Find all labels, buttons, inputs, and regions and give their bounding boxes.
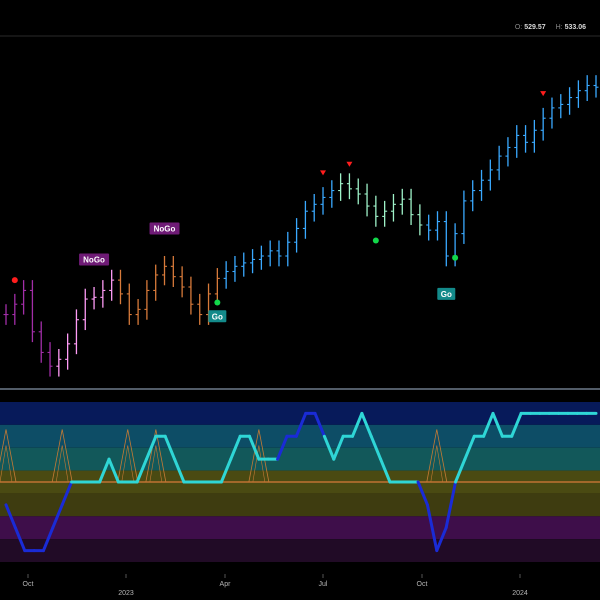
oscillator-line (482, 411, 495, 438)
oscillator-line (510, 411, 523, 438)
go-dot (372, 237, 379, 244)
squeeze-spike (149, 445, 163, 483)
go-dot (214, 299, 221, 306)
squeeze-spike (430, 445, 444, 483)
oscillator-band (0, 402, 600, 425)
axis-tick-label: Jul (319, 581, 328, 588)
squeeze-spike (248, 429, 270, 483)
go-dot (452, 254, 459, 261)
go-label-box (208, 310, 227, 323)
oscillator-band (0, 424, 600, 448)
oscillator-line (247, 434, 261, 461)
go-label: Go (212, 312, 223, 321)
oscillator-line (425, 503, 439, 553)
open-value: 529.57 (524, 24, 546, 31)
open-label: O: (514, 24, 523, 31)
oscillator-line (379, 457, 392, 484)
oscillator-line (41, 526, 55, 553)
oscillator-line (332, 434, 345, 461)
squeeze-spike (121, 445, 135, 483)
oscillator-line (463, 434, 476, 461)
axis-tick-label: Oct (417, 581, 428, 588)
axis-tick-label: 2024 (512, 590, 528, 597)
oscillator-line (98, 457, 111, 484)
squeeze-spike (0, 445, 13, 483)
squeeze-spike (51, 429, 73, 483)
oscillator-band (0, 539, 600, 562)
axis-tick-label: 2023 (118, 590, 134, 597)
axis-tick-label: Apr (220, 581, 232, 588)
squeeze-spike (0, 429, 17, 483)
nogo-label: NoGo (83, 255, 105, 264)
oscillator-line (13, 526, 27, 553)
oscillator-line (491, 411, 504, 438)
oscillator-line (276, 434, 289, 461)
oscillator-line (107, 457, 120, 484)
squeeze-spike (252, 445, 266, 483)
squeeze-spike (426, 429, 448, 483)
chart-header: O: 529.57 H: 533.06 (0, 0, 600, 36)
squeeze-spike (145, 429, 167, 483)
oscillator-line (351, 411, 364, 438)
oscillator-line (51, 503, 64, 530)
oscillator-line (163, 434, 177, 461)
nogo-label: NoGo (154, 224, 176, 233)
oscillator-line (294, 411, 308, 438)
squeeze-spike (117, 429, 139, 483)
oscillator-line (454, 457, 467, 484)
oscillator-band (0, 516, 600, 540)
countertrend-down-triangle (320, 170, 327, 176)
oscillator-line (60, 480, 74, 507)
go-label-box (437, 287, 456, 300)
high-label: H: (555, 24, 563, 31)
oscillator-line (229, 434, 242, 461)
oscillator-band (0, 447, 600, 471)
oscillator-line (173, 457, 186, 484)
oscillator-line (219, 457, 233, 484)
oscillator-line (135, 457, 148, 484)
axis-tick-label: Oct (23, 581, 34, 588)
nogo-dot (11, 277, 18, 284)
ohlc-readout: O: 529.57 H: 533.06 (515, 24, 594, 31)
oscillator-band (0, 493, 600, 517)
oscillator-line (369, 434, 383, 461)
oscillator-line (444, 480, 458, 530)
high-value: 533.06 (564, 24, 586, 31)
oscillator-line (322, 434, 336, 461)
nogo-label-box (149, 222, 180, 235)
go-label: Go (441, 290, 452, 299)
countertrend-down-triangle (346, 161, 353, 167)
oscillator-line (435, 526, 448, 553)
oscillator-line (416, 480, 429, 507)
squeeze-spike (55, 445, 69, 483)
nogo-label-box (79, 253, 110, 266)
oscillator-line (4, 503, 17, 530)
oscillator-line (313, 411, 326, 438)
oscillator-line (144, 434, 158, 461)
countertrend-down-triangle (540, 91, 547, 97)
oscillator-line (360, 411, 373, 438)
